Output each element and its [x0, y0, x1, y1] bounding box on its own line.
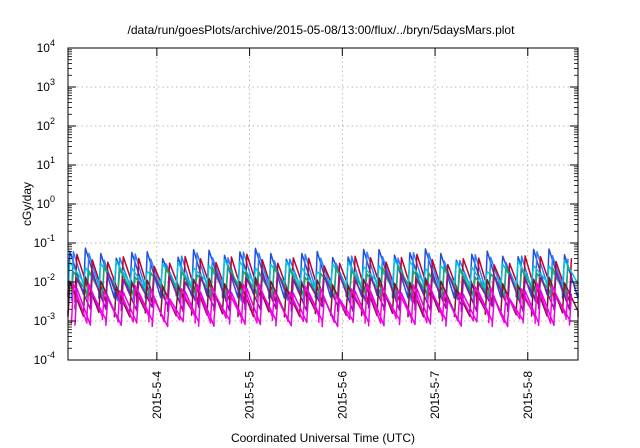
- series-line-9: [74, 287, 573, 328]
- chart-title: /data/run/goesPlots/archive/2015-05-08/1…: [128, 23, 516, 37]
- y-tick-label: 103: [37, 77, 55, 94]
- y-tick-label: 10-2: [34, 272, 55, 289]
- y-tick-label: 10-1: [34, 233, 55, 250]
- x-axis: 2015-5-4 2015-5-5 2015-5-6 2015-5-7 2015-5-8: [150, 48, 535, 419]
- y-tick-label: 101: [37, 155, 55, 172]
- y-tick-label: 10-3: [34, 311, 55, 328]
- y-tick-label: 100: [37, 194, 55, 211]
- y-tick-label: 104: [37, 38, 55, 55]
- y-axis-label: cGy/day: [20, 182, 34, 226]
- series-line-8: [70, 282, 569, 324]
- x-tick-label: 2015-5-8: [521, 371, 535, 419]
- x-axis-label: Coordinated Universal Time (UTC): [231, 431, 415, 445]
- x-tick-label: 2015-5-6: [335, 371, 349, 419]
- series-group: [67, 247, 579, 328]
- series-line-1: [67, 247, 579, 299]
- y-tick-label: 10-4: [34, 350, 55, 367]
- x-tick-label: 2015-5-5: [243, 371, 257, 419]
- x-tick-label: 2015-5-7: [428, 371, 442, 419]
- x-tick-label: 2015-5-4: [150, 371, 164, 419]
- y-tick-label: 102: [37, 116, 55, 133]
